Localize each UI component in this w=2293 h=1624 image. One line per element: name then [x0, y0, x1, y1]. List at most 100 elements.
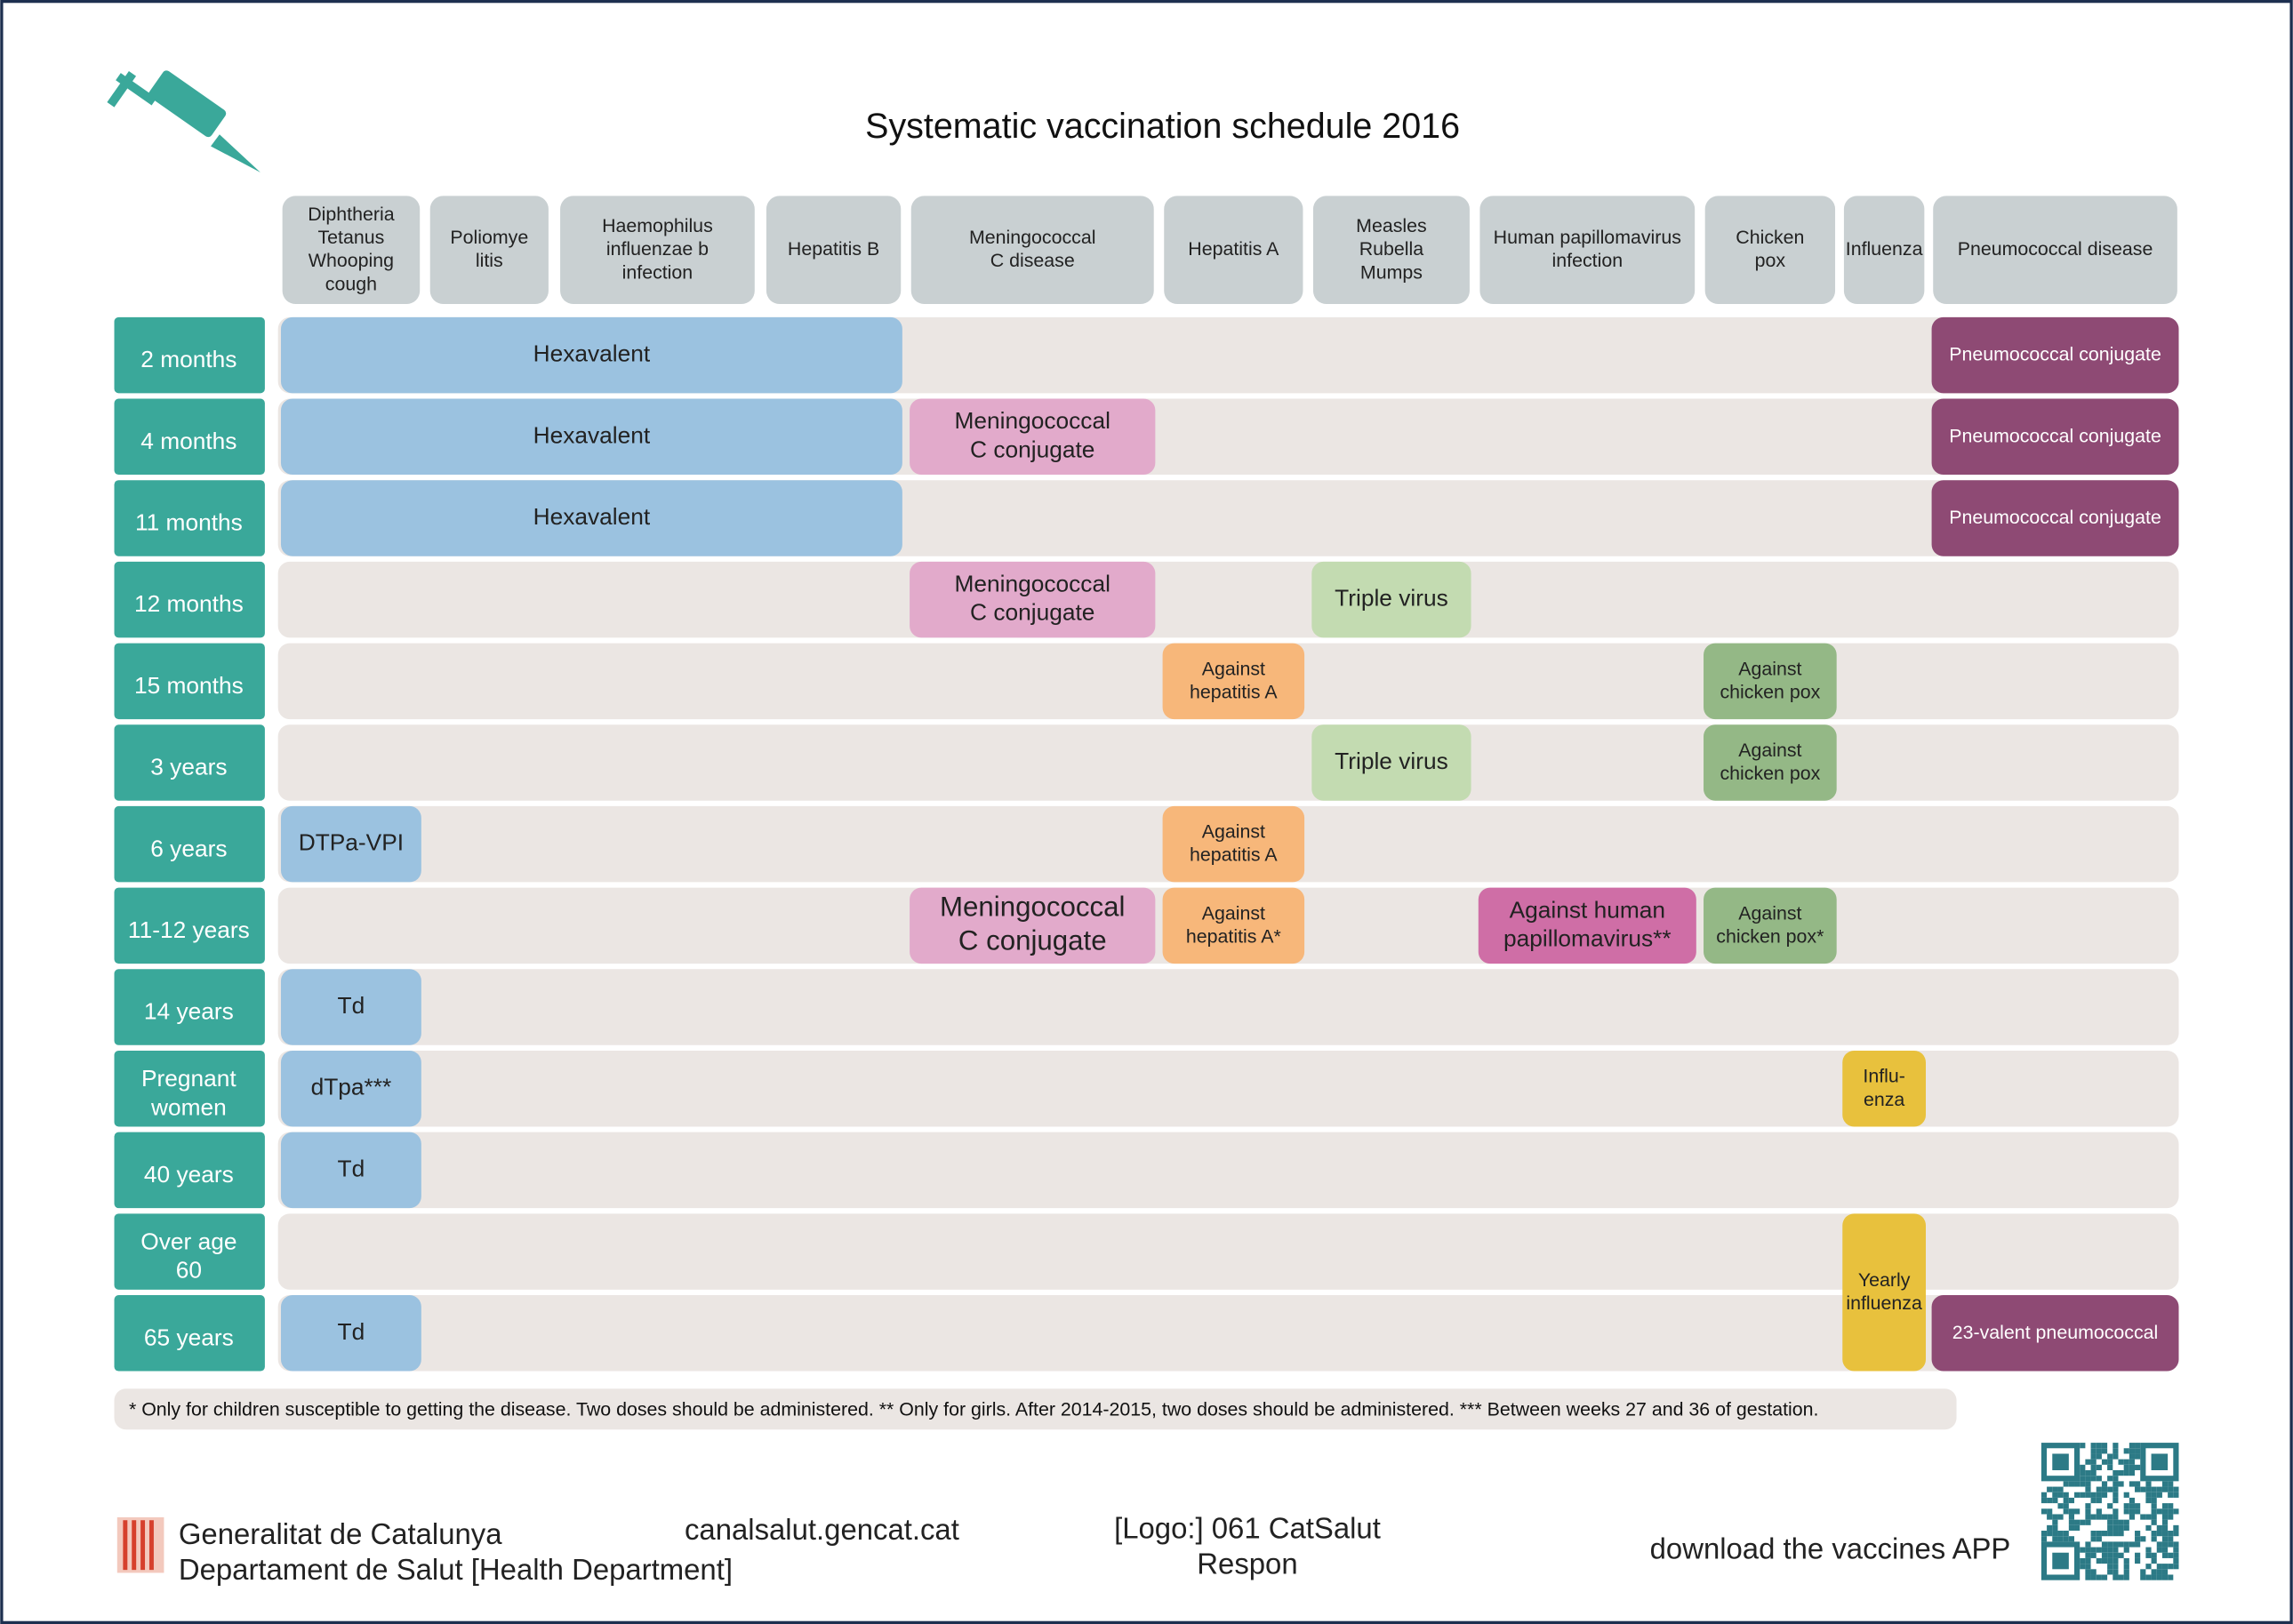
vaccine-label-line: chicken pox* [1716, 925, 1824, 947]
row-label-box [114, 316, 265, 394]
vaccine-cell [280, 480, 902, 556]
qr-module [2090, 1547, 2097, 1553]
qr-module [2107, 1476, 2113, 1482]
qr-module [2123, 1470, 2129, 1476]
qr-module [2101, 1481, 2108, 1487]
qr-module [2085, 1492, 2091, 1498]
column-header-text-line: pox [1755, 250, 1786, 271]
row-label: 3 years [150, 754, 227, 780]
qr-module [2113, 1524, 2119, 1532]
qr-finder [2140, 1443, 2179, 1482]
vaccine-label-line: Pneumococcal conjugate [1949, 507, 2161, 528]
qr-module [2113, 1448, 2119, 1454]
vaccine-label-line: papillomavirus** [1503, 924, 1672, 951]
row-label-line: 40 years [144, 1161, 234, 1188]
qr-finder-center [2052, 1453, 2069, 1471]
qr-module [2096, 1486, 2102, 1492]
vaccine-label: Against hepatitis A [1190, 820, 1278, 865]
qr-module [2129, 1453, 2136, 1460]
qr-module [2173, 1547, 2179, 1553]
qr-module [2090, 1574, 2097, 1580]
row-label-line: 11-12 years [128, 916, 250, 943]
column-header [1479, 196, 1696, 305]
qr-module [2156, 1508, 2162, 1515]
row-label-line: women [150, 1093, 227, 1120]
column-header-text-line: influenzae b [606, 238, 709, 260]
vaccine-cell [1931, 316, 2179, 394]
vaccine-label-line: Against [1738, 658, 1801, 679]
qr-module [2168, 1486, 2174, 1492]
qr-module [2085, 1459, 2091, 1465]
qr-module [2173, 1541, 2179, 1548]
vaccine-label-line: Against human [1510, 896, 1665, 923]
vaccine-cell [1931, 398, 2179, 476]
qr-module [2096, 1536, 2102, 1542]
qr-module [2156, 1492, 2162, 1498]
row-label: 14 years [144, 998, 234, 1025]
qr-module [2052, 1536, 2058, 1542]
qr-code [2040, 1443, 2179, 1580]
qr-module [2113, 1470, 2119, 1476]
qr-module [2090, 1443, 2097, 1449]
column-header-text-line: Hepatitis A [1188, 238, 1279, 260]
column-header-text-line: Measles [1356, 215, 1427, 236]
vaccine-label: Meningococcal C conjugate [955, 407, 1110, 462]
qr-module [2168, 1552, 2174, 1558]
vaccine-label-line: C conjugate [970, 599, 1094, 626]
vaccine-label-line: Hexavalent [533, 340, 651, 367]
qr-module [2057, 1492, 2064, 1498]
qr-module [2113, 1519, 2119, 1525]
qr-module [2140, 1536, 2146, 1542]
row-label-line: Over age [140, 1228, 237, 1255]
qr-module [2123, 1569, 2129, 1575]
qr-module [2107, 1531, 2113, 1537]
footer-logo-text: [Logo:] 061 CatSalut Respon [1114, 1511, 1381, 1580]
qr-module [2107, 1519, 2113, 1525]
vaccine-label-line: Against [1202, 658, 1265, 679]
vaccine-label: Triple virus [1335, 748, 1448, 774]
qr-module [2107, 1524, 2113, 1532]
column-header [910, 196, 1154, 305]
qr-module [2113, 1476, 2119, 1482]
vaccine-label: Meningococcal C conjugate [955, 571, 1110, 626]
qr-module [2123, 1464, 2129, 1471]
vaccine-cell [280, 805, 421, 883]
column-header [1164, 196, 1303, 305]
qr-module [2063, 1492, 2069, 1498]
qr-module [2107, 1557, 2113, 1564]
qr-module [2145, 1547, 2152, 1553]
vaccine-label: Against hepatitis A [1190, 658, 1278, 702]
qr-module [2135, 1503, 2141, 1509]
qr-module [2047, 1497, 2053, 1504]
qr-module [2168, 1514, 2174, 1520]
column-header-text: Influenza [1846, 238, 1923, 260]
qr-module [2068, 1524, 2075, 1532]
qr-module [2090, 1536, 2097, 1542]
qr-module [2085, 1486, 2091, 1492]
vaccine-cell [910, 398, 1156, 476]
qr-module [2135, 1464, 2141, 1471]
qr-module [2113, 1497, 2119, 1504]
qr-module [2074, 1492, 2081, 1498]
qr-module [2068, 1497, 2075, 1504]
qr-module [2080, 1443, 2086, 1449]
qr-module [2151, 1552, 2157, 1558]
vaccine-label-line: DTPa-VPI [299, 829, 404, 856]
qr-module [2057, 1514, 2064, 1520]
qr-module [2080, 1470, 2086, 1476]
qr-module [2168, 1492, 2174, 1498]
column-header-text-line: Tetanus [318, 227, 385, 248]
vaccine-label-line: hepatitis A* [1186, 925, 1281, 947]
vaccine-label-line: Td [338, 1318, 365, 1345]
qr-module [2101, 1514, 2108, 1520]
qr-module [2052, 1486, 2058, 1492]
qr-module [2151, 1514, 2157, 1520]
qr-module [2129, 1464, 2136, 1471]
qr-module [2090, 1514, 2097, 1520]
qr-module [2140, 1569, 2146, 1575]
vaccine-label-line: Triple virus [1335, 585, 1448, 612]
qr-module [2047, 1531, 2053, 1537]
vaccine-label: Td [338, 1155, 365, 1181]
qr-module [2085, 1503, 2091, 1509]
qr-module [2101, 1552, 2108, 1558]
